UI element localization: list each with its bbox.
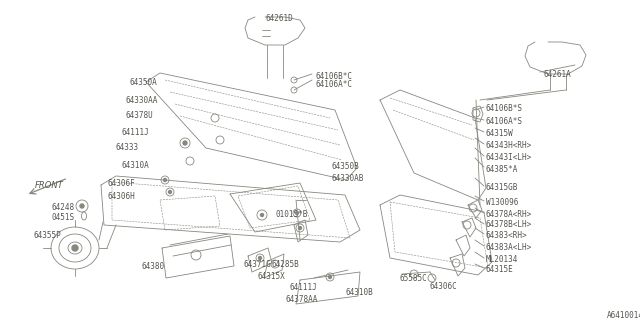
Text: 64111J: 64111J	[290, 283, 317, 292]
Circle shape	[80, 204, 84, 208]
Text: 64350A: 64350A	[130, 78, 157, 87]
Circle shape	[298, 227, 301, 229]
Text: 64315X: 64315X	[258, 272, 285, 281]
Text: 64248: 64248	[52, 203, 75, 212]
Circle shape	[168, 190, 172, 194]
Text: 0451S: 0451S	[52, 213, 75, 222]
Text: 64285B: 64285B	[271, 260, 299, 269]
Circle shape	[328, 276, 332, 278]
Text: 64106B*S: 64106B*S	[486, 104, 523, 113]
Text: 64261D: 64261D	[265, 14, 292, 23]
Text: 64106A*S: 64106A*S	[486, 117, 523, 126]
Text: 64106B*C: 64106B*C	[315, 72, 352, 81]
Circle shape	[163, 179, 166, 181]
Text: 64310A: 64310A	[121, 161, 148, 170]
Circle shape	[260, 213, 264, 217]
Circle shape	[259, 257, 262, 260]
Text: 64355P: 64355P	[33, 231, 61, 240]
Text: 64378AA: 64378AA	[286, 295, 318, 304]
Text: 64380: 64380	[141, 262, 164, 271]
Text: W130096: W130096	[486, 198, 518, 207]
Text: 64383<RH>: 64383<RH>	[486, 231, 527, 240]
Text: 64371G: 64371G	[244, 260, 272, 269]
Circle shape	[72, 245, 78, 251]
Circle shape	[183, 141, 187, 145]
Text: 64343H<RH>: 64343H<RH>	[486, 141, 532, 150]
Text: 64306C: 64306C	[430, 282, 458, 291]
Text: A641001412: A641001412	[607, 311, 640, 320]
Text: 64106A*C: 64106A*C	[315, 80, 352, 89]
Text: 64315GB: 64315GB	[486, 183, 518, 192]
Text: FRONT: FRONT	[35, 180, 64, 189]
Text: 65585C: 65585C	[399, 274, 427, 283]
Text: 64383A<LH>: 64383A<LH>	[486, 243, 532, 252]
Text: 64333: 64333	[115, 143, 138, 152]
Text: 64261A: 64261A	[543, 70, 571, 79]
Text: 64310B: 64310B	[345, 288, 372, 297]
Text: 64306H: 64306H	[107, 192, 135, 201]
Text: 64350B: 64350B	[332, 162, 360, 171]
Text: 0101S*B: 0101S*B	[276, 210, 308, 219]
Text: 64330AB: 64330AB	[332, 174, 364, 183]
Text: ML20134: ML20134	[486, 255, 518, 264]
Text: 64306F: 64306F	[107, 179, 135, 188]
Text: 64378U: 64378U	[126, 111, 154, 120]
Text: 64315E: 64315E	[486, 265, 514, 274]
Text: 64315W: 64315W	[486, 129, 514, 138]
Text: 64343I<LH>: 64343I<LH>	[486, 153, 532, 162]
Text: 64378A<RH>: 64378A<RH>	[486, 210, 532, 219]
Text: 64330AA: 64330AA	[126, 96, 158, 105]
Text: 64378B<LH>: 64378B<LH>	[486, 220, 532, 229]
Circle shape	[296, 212, 298, 214]
Text: 64385*A: 64385*A	[486, 165, 518, 174]
Text: 64111J: 64111J	[121, 128, 148, 137]
